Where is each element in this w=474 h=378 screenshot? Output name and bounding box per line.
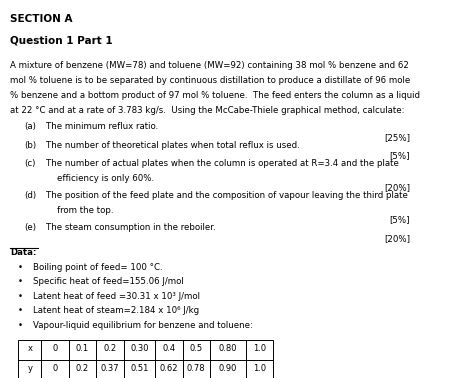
Text: 1.0: 1.0 xyxy=(253,364,266,373)
Text: x: x xyxy=(27,344,32,353)
Text: 0.30: 0.30 xyxy=(130,344,148,353)
Text: 0.62: 0.62 xyxy=(160,364,178,373)
Text: [20%]: [20%] xyxy=(384,234,410,243)
Text: y: y xyxy=(27,364,32,373)
Text: 0: 0 xyxy=(53,364,58,373)
Text: % benzene and a bottom product of 97 mol % toluene.  The feed enters the column : % benzene and a bottom product of 97 mol… xyxy=(10,91,420,100)
Text: Latent heat of feed =30.31 x 10³ J/mol: Latent heat of feed =30.31 x 10³ J/mol xyxy=(33,292,200,301)
Text: •: • xyxy=(18,306,23,315)
Text: 0.5: 0.5 xyxy=(190,344,203,353)
Text: (a): (a) xyxy=(25,122,36,131)
Text: The number of theoretical plates when total reflux is used.: The number of theoretical plates when to… xyxy=(46,141,300,150)
Text: from the top.: from the top. xyxy=(46,206,113,215)
Text: The minimum reflux ratio.: The minimum reflux ratio. xyxy=(46,122,158,131)
Text: 0.1: 0.1 xyxy=(76,344,89,353)
Text: (c): (c) xyxy=(25,159,36,168)
Text: The number of actual plates when the column is operated at R=3.4 and the plate: The number of actual plates when the col… xyxy=(46,159,399,168)
Text: Latent heat of steam=2.184 x 10⁶ J/kg: Latent heat of steam=2.184 x 10⁶ J/kg xyxy=(33,306,199,315)
Text: Vapour-liquid equilibrium for benzene and toluene:: Vapour-liquid equilibrium for benzene an… xyxy=(33,321,253,330)
Text: The steam consumption in the reboiler.: The steam consumption in the reboiler. xyxy=(46,223,215,232)
Text: efficiency is only 60%.: efficiency is only 60%. xyxy=(46,174,154,183)
Text: 0.37: 0.37 xyxy=(100,364,119,373)
Text: 0.2: 0.2 xyxy=(76,364,89,373)
Text: [25%]: [25%] xyxy=(384,133,410,142)
Text: mol % toluene is to be separated by continuous distillation to produce a distill: mol % toluene is to be separated by cont… xyxy=(10,76,410,85)
Text: 0.80: 0.80 xyxy=(219,344,237,353)
Text: SECTION A: SECTION A xyxy=(10,14,73,24)
Text: A mixture of benzene (MW=78) and toluene (MW=92) containing 38 mol % benzene and: A mixture of benzene (MW=78) and toluene… xyxy=(10,61,409,70)
Text: 0.4: 0.4 xyxy=(162,344,175,353)
Text: •: • xyxy=(18,292,23,301)
Text: Boiling point of feed= 100 °C.: Boiling point of feed= 100 °C. xyxy=(33,263,163,272)
Text: 0.51: 0.51 xyxy=(130,364,148,373)
Text: The position of the feed plate and the composition of vapour leaving the third p: The position of the feed plate and the c… xyxy=(46,191,408,200)
Text: at 22 °C and at a rate of 3.783 kg/s.  Using the McCabe-Thiele graphical method,: at 22 °C and at a rate of 3.783 kg/s. Us… xyxy=(10,106,404,115)
Bar xyxy=(18,340,273,378)
Text: [5%]: [5%] xyxy=(390,215,410,224)
Text: (b): (b) xyxy=(25,141,36,150)
Text: Specific heat of feed=155.06 J/mol: Specific heat of feed=155.06 J/mol xyxy=(33,277,184,286)
Text: 0.2: 0.2 xyxy=(103,344,117,353)
Text: [5%]: [5%] xyxy=(390,151,410,160)
Text: (d): (d) xyxy=(25,191,36,200)
Text: 1.0: 1.0 xyxy=(253,344,266,353)
Text: 0.90: 0.90 xyxy=(219,364,237,373)
Text: (e): (e) xyxy=(25,223,36,232)
Text: •: • xyxy=(18,277,23,286)
Text: [20%]: [20%] xyxy=(384,183,410,192)
Text: •: • xyxy=(18,263,23,272)
Text: 0: 0 xyxy=(53,344,58,353)
Text: •: • xyxy=(18,321,23,330)
Text: 0.78: 0.78 xyxy=(187,364,206,373)
Text: Data:: Data: xyxy=(10,248,36,257)
Text: Question 1 Part 1: Question 1 Part 1 xyxy=(10,35,112,45)
